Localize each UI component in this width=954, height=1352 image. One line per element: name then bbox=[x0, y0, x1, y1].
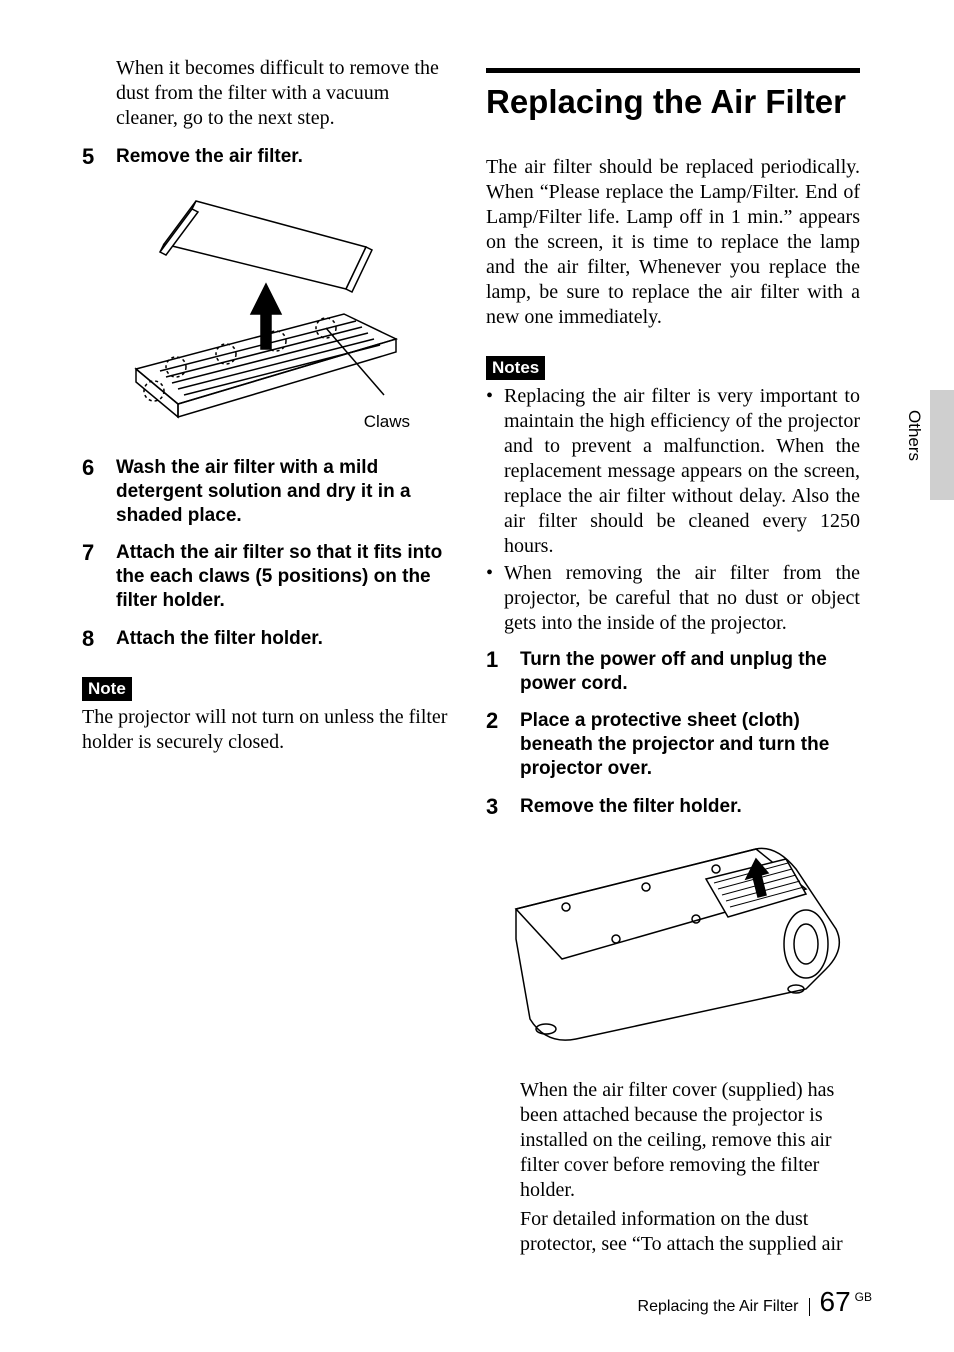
step-number: 3 bbox=[486, 795, 520, 819]
step-text: Attach the air filter so that it fits in… bbox=[116, 541, 456, 612]
left-intro-paragraph: When it becomes difficult to remove the … bbox=[116, 56, 456, 131]
step-2: 2 Place a protective sheet (cloth) benea… bbox=[486, 709, 860, 780]
step-text: Wash the air filter with a mild detergen… bbox=[116, 456, 456, 527]
figure-filter-removal: Claws bbox=[116, 189, 416, 432]
step-text: Turn the power off and unplug the power … bbox=[520, 648, 860, 696]
step-3: 3 Remove the filter holder. bbox=[486, 795, 860, 819]
filter-removal-illustration bbox=[116, 189, 416, 429]
notes-list: • Replacing the air filter is very impor… bbox=[486, 384, 860, 636]
step-text: Remove the filter holder. bbox=[520, 795, 742, 819]
bullet-mark: • bbox=[486, 384, 504, 559]
page-footer: Replacing the Air Filter 67 GB bbox=[638, 1286, 872, 1318]
footer-page-number: 67 bbox=[820, 1286, 851, 1318]
figure-projector-underside bbox=[506, 839, 846, 1054]
step-text: Remove the air filter. bbox=[116, 145, 303, 169]
note-bullet-text: Replacing the air filter is very importa… bbox=[504, 384, 860, 559]
step-5: 5 Remove the air filter. bbox=[82, 145, 456, 169]
step-number: 2 bbox=[486, 709, 520, 780]
footer-region-code: GB bbox=[855, 1290, 872, 1304]
left-column: When it becomes difficult to remove the … bbox=[82, 56, 456, 1271]
footer-section-title: Replacing the Air Filter bbox=[638, 1298, 810, 1316]
section-tab bbox=[930, 390, 954, 500]
after-figure-paragraph: When the air filter cover (supplied) has… bbox=[520, 1078, 860, 1203]
note-badge: Note bbox=[82, 677, 132, 701]
step-text: Place a protective sheet (cloth) beneath… bbox=[520, 709, 860, 780]
step-number: 6 bbox=[82, 456, 116, 527]
step-number: 8 bbox=[82, 627, 116, 651]
two-column-layout: When it becomes difficult to remove the … bbox=[82, 56, 872, 1271]
note-bullet: • Replacing the air filter is very impor… bbox=[486, 384, 860, 559]
note-text: The projector will not turn on unless th… bbox=[82, 705, 456, 755]
step-text: Attach the filter holder. bbox=[116, 627, 323, 651]
section-tab-label: Others bbox=[904, 410, 924, 461]
note-bullet: • When removing the air filter from the … bbox=[486, 561, 860, 636]
right-column: Replacing the Air Filter The air filter … bbox=[486, 56, 860, 1271]
after-figure-paragraph-2: For detailed information on the dust pro… bbox=[520, 1207, 860, 1257]
bullet-mark: • bbox=[486, 561, 504, 636]
step-7: 7 Attach the air filter so that it fits … bbox=[82, 541, 456, 612]
step-1: 1 Turn the power off and unplug the powe… bbox=[486, 648, 860, 696]
step-6: 6 Wash the air filter with a mild deterg… bbox=[82, 456, 456, 527]
note-bullet-text: When removing the air filter from the pr… bbox=[504, 561, 860, 636]
section-title: Replacing the Air Filter bbox=[486, 83, 860, 121]
step-number: 5 bbox=[82, 145, 116, 169]
step-number: 1 bbox=[486, 648, 520, 696]
section-rule bbox=[486, 68, 860, 73]
figure-caption-claws: Claws bbox=[364, 412, 410, 431]
step-8: 8 Attach the filter holder. bbox=[82, 627, 456, 651]
notes-badge: Notes bbox=[486, 356, 545, 380]
step-number: 7 bbox=[82, 541, 116, 612]
projector-underside-illustration bbox=[506, 839, 846, 1049]
manual-page: Others When it becomes difficult to remo… bbox=[0, 0, 954, 1352]
section-intro-paragraph: The air filter should be replaced period… bbox=[486, 155, 860, 330]
